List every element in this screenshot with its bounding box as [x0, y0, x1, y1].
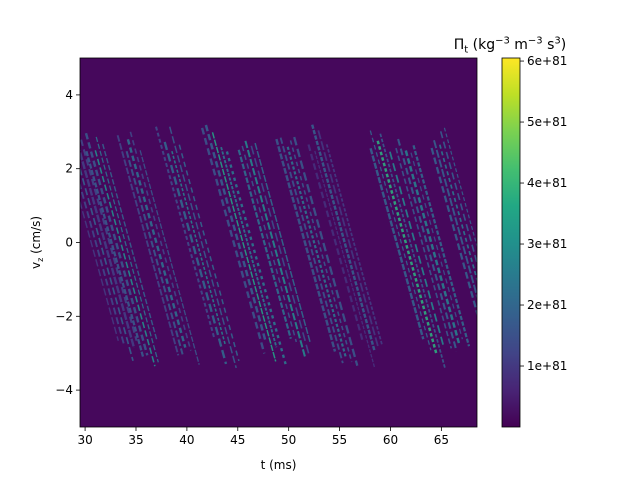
colorbar-scale: [502, 58, 520, 427]
heatmap-stripes: [80, 124, 477, 369]
heatmap-stripe: [94, 150, 156, 367]
heatmap-stripe: [293, 136, 359, 367]
heatmap-area: [79, 57, 478, 428]
heatmap-stripe: [129, 131, 192, 351]
y-axis: −4 −2 0 2 4: [55, 88, 80, 397]
x-tick-label: 40: [179, 433, 194, 447]
heatmap-stripe: [155, 126, 216, 339]
heatmap-stripe: [250, 145, 310, 356]
y-tick-label: −2: [55, 309, 73, 323]
heatmap-stripe: [126, 138, 187, 348]
colorbar-label: Πt​ (kg−3​ m−3​ s3​): [454, 35, 567, 55]
heatmap-stripe: [395, 147, 453, 349]
heatmap-stripe: [410, 152, 464, 340]
x-tick-label: 30: [77, 433, 92, 447]
heatmap-stripe: [325, 144, 383, 346]
heatmap-stripe: [317, 130, 380, 349]
x-tick-label: 60: [383, 433, 398, 447]
x-axis-label: t (ms): [261, 458, 297, 472]
x-axis: 30 35 40 45 50 55 60 65: [77, 427, 449, 447]
heatmap-stripe: [286, 146, 347, 358]
colorbar-frame: [501, 57, 521, 428]
heatmap-stripe: [80, 165, 134, 362]
heatmap-stripe: [178, 144, 240, 362]
heatmap-stripe: [200, 127, 266, 354]
colorbar-tick-label: 1e+81: [527, 359, 567, 373]
colorbar-tick-label: 3e+81: [527, 237, 567, 251]
heatmap-stripe: [163, 141, 228, 365]
colorbar-ticks: 1e+81 2e+81 3e+81 4e+81 5e+81 6e+81: [520, 54, 567, 373]
heatmap-stripe: [439, 131, 477, 266]
heatmap-stripe: [412, 145, 471, 347]
colorbar-tick-label: 2e+81: [527, 298, 567, 312]
heatmap-stripe: [84, 132, 149, 356]
y-tick-label: 4: [65, 88, 73, 102]
heatmap-stripe: [237, 149, 292, 339]
heatmap-stripe: [225, 151, 287, 365]
heatmap-stripe: [220, 146, 278, 348]
heatmap-stripe: [433, 139, 477, 300]
colorbar-tick-label: 5e+81: [527, 115, 567, 129]
heatmap-stripe: [404, 150, 461, 344]
heatmap-stripe: [95, 136, 159, 363]
colorbar: 1e+81 2e+81 3e+81 4e+81 5e+81 6e+81 Πt​ (kg−3…: [454, 35, 567, 428]
y-tick-label: −4: [55, 383, 73, 397]
heatmap-stripe: [85, 150, 145, 358]
x-tick-label: 45: [230, 433, 245, 447]
colorbar-tick-label: 4e+81: [527, 176, 567, 190]
heatmap-stripe: [307, 144, 364, 340]
x-tick-label: 35: [128, 433, 143, 447]
heatmap-stripe: [438, 144, 477, 283]
heatmap-stripe: [430, 147, 477, 317]
heatmap-stripe: [80, 147, 136, 349]
heatmap-stripe: [275, 138, 337, 352]
heatmap-stripe: [125, 150, 184, 355]
heatmap-stripe: [369, 130, 432, 351]
heatmap-stripe: [168, 126, 237, 369]
y-tick-label: 2: [65, 162, 73, 176]
x-tick-label: 55: [332, 433, 347, 447]
heatmap-stripe: [211, 132, 277, 362]
heatmap-stripe: [369, 147, 425, 340]
heatmap-stripe: [116, 134, 180, 356]
heatmap-stripe: [389, 151, 445, 346]
x-tick-label: 65: [434, 433, 449, 447]
heatmap-stripe: [80, 181, 126, 347]
heatmap-stripe: [241, 145, 298, 343]
heatmap-stripe: [314, 150, 376, 368]
heatmap-stripe: [376, 140, 438, 355]
y-axis-label: vz​ (cm/s): [29, 216, 45, 269]
heatmap-stripe: [102, 143, 158, 341]
heatmap-stripe: [279, 137, 344, 364]
heatmap-stripe: [80, 199, 120, 341]
heatmap-stripe: [254, 142, 311, 343]
heatmap-stripe: [397, 138, 458, 352]
colorbar-tick-label: 6e+81: [527, 54, 567, 68]
heatmap-stripe: [139, 150, 200, 365]
heatmap-background: [80, 58, 477, 427]
x-tick-label: 50: [281, 433, 296, 447]
heatmap-stripe: [379, 133, 446, 369]
heatmap-stripe: [289, 140, 353, 363]
heatmap-stripe: [80, 139, 138, 341]
y-tick-label: 0: [65, 236, 73, 250]
